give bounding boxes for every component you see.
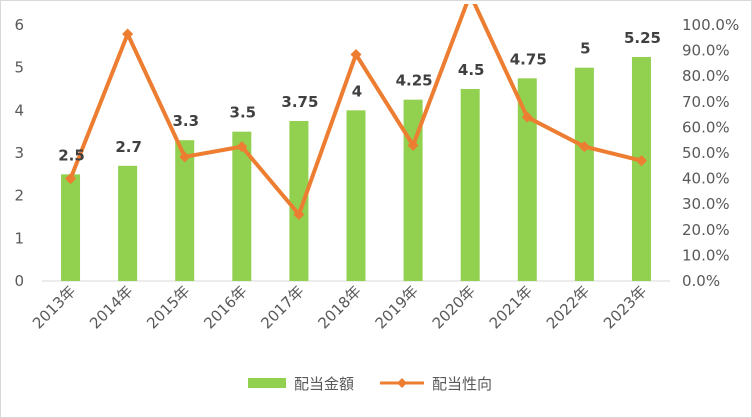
bar-data-label: 2.7 <box>115 138 142 156</box>
bar <box>175 140 195 281</box>
bar-data-label: 4.75 <box>510 50 547 68</box>
line-point <box>293 208 305 220</box>
left-axis: 0 1 2 3 4 5 6 <box>14 16 24 290</box>
bar-data-label: 5.25 <box>624 29 661 47</box>
bar-data-label: 3.5 <box>230 104 257 122</box>
bar <box>631 57 651 281</box>
bar <box>118 165 138 281</box>
bar <box>289 121 309 281</box>
bar-data-label: 4 <box>352 82 362 100</box>
line-point <box>635 155 647 167</box>
y2-tick-label: 90.0% <box>682 42 730 60</box>
y2-tick-label: 100.0% <box>682 16 739 34</box>
bar-data-label: 3.75 <box>281 93 318 111</box>
line-series <box>65 4 647 220</box>
y-tick-label: 4 <box>14 101 24 119</box>
bar-data-label: 3.3 <box>172 112 199 130</box>
y-tick-label: 5 <box>14 59 24 77</box>
legend-marker-diamond <box>397 378 407 388</box>
bar <box>574 67 594 282</box>
y-tick-label: 0 <box>14 272 24 290</box>
bar <box>346 110 366 281</box>
bar-data-label: 5 <box>580 40 590 58</box>
y2-tick-label: 0.0% <box>682 272 720 290</box>
line-point <box>179 151 191 163</box>
bar <box>460 89 480 281</box>
legend-swatch-bar <box>248 378 286 388</box>
right-axis: 0.0% 10.0% 20.0% 30.0% 40.0% 50.0% 60.0% 70.0% 8… <box>682 16 739 290</box>
bar-series <box>61 57 651 282</box>
y2-tick-label: 60.0% <box>682 118 730 136</box>
bar <box>232 131 252 281</box>
line-point <box>122 28 134 40</box>
legend: 配当金額 配当性向 <box>248 375 492 393</box>
line-point <box>236 141 248 153</box>
y-tick-label: 2 <box>14 187 24 205</box>
bar-data-label: 4.5 <box>458 61 485 79</box>
bar-data-labels: 2.5 2.7 3.3 3.5 3.75 4 4.25 4.5 4.75 5 5.25 <box>58 29 661 164</box>
y-tick-label: 1 <box>14 229 24 247</box>
y2-tick-label: 10.0% <box>682 246 730 264</box>
y-tick-label: 6 <box>14 16 24 34</box>
bar-data-label: 4.25 <box>396 72 433 90</box>
bar-data-label: 2.5 <box>58 146 85 164</box>
legend-label-bar: 配当金額 <box>294 375 354 393</box>
y2-tick-label: 70.0% <box>682 93 730 111</box>
y2-tick-label: 30.0% <box>682 195 730 213</box>
line-point <box>578 141 590 153</box>
legend-label-line: 配当性向 <box>432 375 492 393</box>
bar <box>61 174 81 281</box>
line-point <box>350 48 362 60</box>
y2-tick-label: 50.0% <box>682 144 730 162</box>
bar <box>517 78 537 281</box>
y-tick-label: 3 <box>14 144 24 162</box>
line-point <box>521 111 533 123</box>
y2-tick-label: 40.0% <box>682 170 730 188</box>
line-point <box>407 139 419 151</box>
line-point <box>65 173 77 185</box>
y2-tick-label: 80.0% <box>682 67 730 85</box>
y2-tick-label: 20.0% <box>682 221 730 239</box>
